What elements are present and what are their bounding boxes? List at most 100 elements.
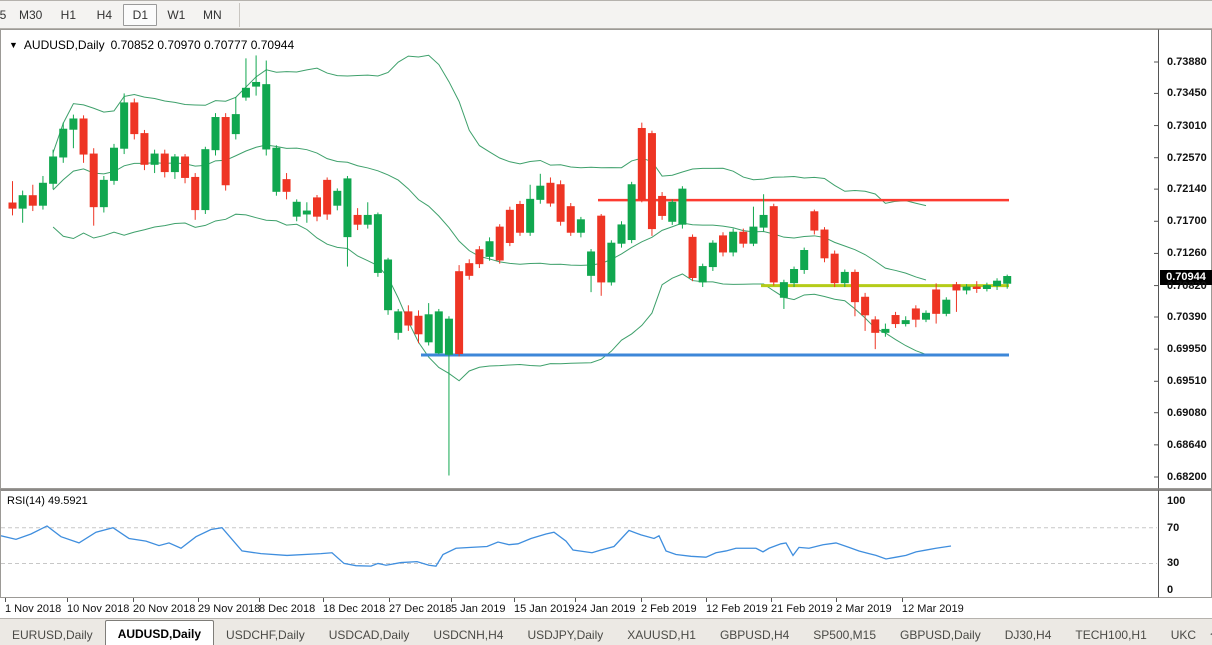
rsi-panel[interactable]: RSI(14) 49.5921	[0, 489, 1158, 598]
chart-tab-usdchf[interactable]: USDCHF,Daily	[226, 628, 305, 642]
candle-40	[414, 310, 423, 344]
chart-tab-gbpusd[interactable]: GBPUSD,H4	[719, 628, 790, 642]
candle-25	[262, 60, 271, 156]
rsi-chart[interactable]	[0, 491, 1159, 598]
candle-79	[810, 209, 819, 235]
candle-97	[993, 278, 1002, 290]
price-axis-label: 0.68640	[1167, 438, 1207, 451]
date-tick	[133, 598, 134, 602]
candle-60	[617, 221, 626, 248]
date-tick	[451, 598, 452, 602]
candle-92	[942, 297, 951, 317]
chart-tab-sp500[interactable]: SP500,M15	[813, 628, 877, 642]
date-axis-label: 27 Dec 2018	[389, 603, 452, 615]
date-axis-label: 12 Mar 2019	[902, 603, 964, 615]
candle-38	[394, 308, 403, 340]
date-tick	[67, 598, 68, 602]
date-axis-label: 8 Dec 2018	[259, 603, 316, 615]
candle-5	[59, 122, 68, 163]
candle-86	[881, 323, 890, 337]
candle-44	[455, 265, 464, 357]
price-axis-label: 0.68200	[1167, 471, 1207, 483]
chart-tab-ukc[interactable]: UKC	[1170, 628, 1197, 642]
chart-tabbar: EURUSD,Daily AUDUSD,Daily USDCHF,Daily USDC…	[0, 619, 1212, 645]
date-tick	[706, 598, 707, 602]
candle-36	[373, 212, 382, 277]
chart-ohlc-values: 0.70852 0.70970 0.70777 0.70944	[110, 38, 295, 52]
candle-71	[729, 228, 738, 257]
bollinger-upper-band	[52, 54, 927, 207]
candle-35	[363, 202, 372, 229]
candle-3	[38, 175, 47, 210]
candle-18	[191, 173, 200, 220]
candlestick-chart[interactable]	[1, 30, 1159, 490]
price-axis-label: 0.69950	[1167, 343, 1207, 356]
candle-58	[597, 213, 606, 296]
date-axis-label: 29 Nov 2018	[198, 603, 261, 615]
price-axis-label: 0.73010	[1167, 119, 1207, 132]
candle-75	[769, 203, 778, 286]
candle-30	[313, 194, 321, 222]
candle-27	[282, 173, 291, 200]
candle-16	[170, 154, 179, 179]
candle-93	[952, 281, 961, 312]
chart-tab-usdjpy[interactable]: USDJPY,Daily	[527, 628, 604, 642]
candle-21	[221, 113, 230, 191]
candle-34	[353, 208, 362, 231]
timeframe-button-h4[interactable]: H4	[96, 8, 113, 22]
chart-tab-usdcad[interactable]: USDCAD,Daily	[328, 628, 410, 642]
price-axis-label: 0.73450	[1167, 87, 1207, 100]
timeframe-button-5[interactable]: 5	[0, 8, 7, 22]
chart-tab-usdcnh[interactable]: USDCNH,H4	[433, 628, 504, 642]
chart-tab-audusd[interactable]: AUDUSD,Daily	[104, 620, 215, 645]
candle-32	[333, 188, 342, 211]
chart-tab-dj30[interactable]: DJ30,H4	[1004, 628, 1052, 642]
chart-tab-eurusd[interactable]: EURUSD,Daily	[12, 628, 93, 642]
date-tick	[771, 598, 772, 602]
candle-88	[901, 316, 910, 327]
candle-17	[181, 154, 190, 184]
candle-95	[972, 281, 981, 293]
timeframe-button-d1[interactable]: D1	[123, 4, 158, 26]
candle-91	[932, 283, 941, 324]
candle-50	[516, 200, 524, 236]
rsi-axis-label: 70	[1167, 521, 1180, 534]
chart-tab-tech100[interactable]: TECH100,H1	[1075, 628, 1147, 642]
candle-77	[790, 266, 799, 288]
timeframe-button-m30[interactable]: M30	[19, 8, 43, 22]
chart-tab-xauusd[interactable]: XAUUSD,H1	[627, 628, 696, 642]
price-chart-panel[interactable]: ▼ AUDUSD,Daily 0.70852 0.70970 0.70777 0…	[0, 29, 1159, 490]
candle-56	[576, 216, 585, 238]
date-tick	[902, 598, 903, 602]
candle-63	[647, 130, 656, 236]
tabs-scroll-left-icon[interactable]: ◄	[1208, 629, 1212, 640]
candle-11	[120, 93, 129, 155]
date-axis-label: 24 Jan 2019	[575, 603, 636, 615]
date-axis-label: 2 Feb 2019	[641, 603, 697, 615]
candle-43	[444, 316, 453, 476]
chart-tab-gbpusd[interactable]: GBPUSD,Daily	[900, 628, 981, 642]
candle-98	[1003, 274, 1012, 289]
candle-55	[566, 203, 575, 236]
candle-66	[678, 186, 687, 229]
toolbar-separator	[239, 2, 241, 27]
timeframe-toolbar: 5 M30 H1 H4 D1 W1 MN	[0, 1, 1212, 29]
candle-45	[465, 259, 474, 280]
candle-4	[49, 149, 58, 190]
candle-48	[495, 224, 504, 264]
candle-59	[607, 240, 616, 286]
candle-76	[779, 279, 788, 309]
timeframe-button-mn[interactable]: MN	[203, 8, 222, 22]
candle-87	[891, 311, 900, 328]
rsi-axis: 100 70 30 0	[1158, 489, 1212, 598]
candle-67	[688, 234, 697, 282]
date-axis[interactable]: 1 Nov 2018 10 Nov 2018 20 Nov 2018 29 Nov 2…	[0, 598, 1212, 619]
timeframe-button-h1[interactable]: H1	[60, 8, 77, 22]
candle-23	[241, 58, 250, 101]
date-tick	[259, 598, 260, 602]
timeframe-button-w1[interactable]: W1	[167, 8, 186, 22]
symbol-menu-icon[interactable]: ▼	[9, 40, 18, 50]
price-axis[interactable]: 0.70944 0.73880 0.73450 0.73010 0.72570 0.72…	[1158, 29, 1212, 489]
candle-61	[627, 181, 636, 244]
